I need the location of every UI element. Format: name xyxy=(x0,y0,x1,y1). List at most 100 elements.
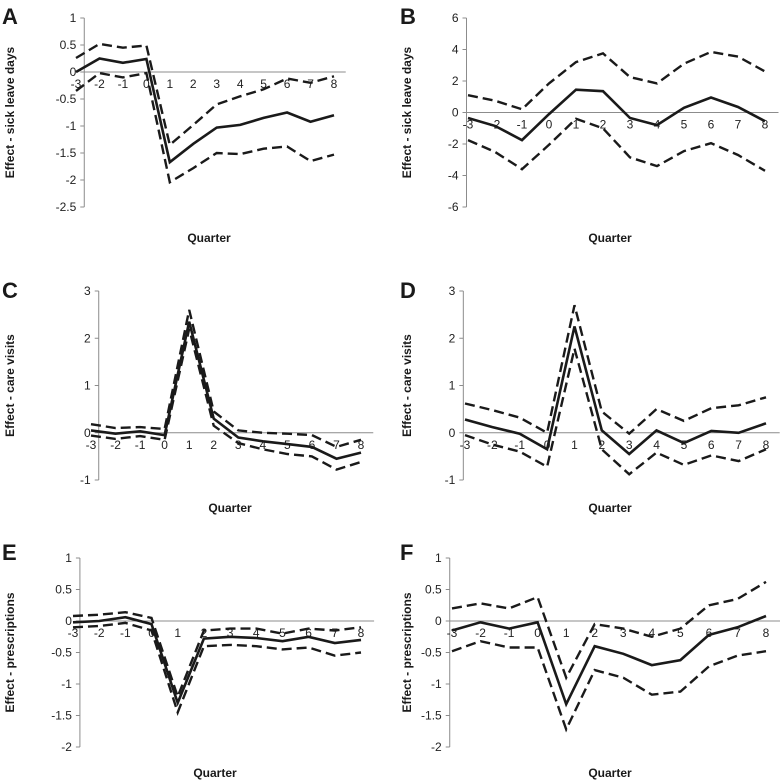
x-tick-label: -2 xyxy=(490,118,501,132)
series-line-estimate xyxy=(467,88,766,142)
y-tick-label: -1 xyxy=(445,473,456,487)
series-line-estimate xyxy=(464,326,767,456)
series-line-upper xyxy=(451,580,767,681)
x-tick-label: 8 xyxy=(763,626,770,640)
x-axis-label: Quarter xyxy=(588,766,632,780)
y-tick-label: 1 xyxy=(70,11,77,25)
x-tick-label: -2 xyxy=(110,438,121,452)
x-tick-label: -1 xyxy=(135,438,146,452)
x-tick-label: 4 xyxy=(648,626,655,640)
x-tick-label: 1 xyxy=(166,77,173,91)
x-tick-label: 1 xyxy=(573,118,580,132)
y-tick-label: 1 xyxy=(435,551,442,565)
y-tick-label: 3 xyxy=(84,284,91,298)
x-tick-label: 7 xyxy=(331,626,338,640)
series-line-upper xyxy=(75,42,335,148)
x-tick-label: 8 xyxy=(763,438,770,452)
y-tick-label: 0 xyxy=(84,426,91,440)
x-tick-label: -1 xyxy=(514,438,525,452)
x-tick-label: 4 xyxy=(259,438,266,452)
y-tick-label: -0.5 xyxy=(421,646,442,660)
x-tick-label: 5 xyxy=(681,438,688,452)
series-line-lower xyxy=(72,621,362,716)
panel-b: B Effect - sick leave days 6 4 2 0 -2 -4 -6 -3 -2 -… xyxy=(400,4,779,245)
series-line-upper xyxy=(90,309,362,449)
x-axis-label: Quarter xyxy=(187,231,231,245)
x-tick-label: 5 xyxy=(260,77,267,91)
x-tick-label: 4 xyxy=(653,438,660,452)
y-tick-label: 0.5 xyxy=(425,583,442,597)
x-tick-label: 6 xyxy=(305,626,312,640)
series-line-estimate xyxy=(75,57,335,165)
y-tick-label: 3 xyxy=(449,284,456,298)
x-tick-label: -1 xyxy=(504,626,515,640)
y-tick-label: 0 xyxy=(70,65,77,79)
panel-f: F Effect - prescriptions 1 0.5 0 -0.5 -1 -1.5 -2… xyxy=(400,540,780,780)
series-line-estimate xyxy=(72,615,362,707)
x-tick-label: -1 xyxy=(120,626,131,640)
x-tick-label: -2 xyxy=(487,438,498,452)
x-tick-label: 6 xyxy=(708,118,715,132)
x-tick-label: -3 xyxy=(463,118,474,132)
y-tick-label: -1.5 xyxy=(421,709,442,723)
x-tick-label: 8 xyxy=(358,626,365,640)
x-tick-label: 8 xyxy=(358,438,365,452)
x-tick-label: 8 xyxy=(331,77,338,91)
x-tick-label: -3 xyxy=(460,438,471,452)
x-tick-label: 3 xyxy=(235,438,242,452)
x-tick-label: -3 xyxy=(86,438,97,452)
x-tick-label: 3 xyxy=(626,438,633,452)
x-tick-label: 0 xyxy=(143,77,150,91)
panel-letter: E xyxy=(2,540,17,565)
x-tick-label: -2 xyxy=(94,626,105,640)
y-tick-label: -4 xyxy=(448,169,459,183)
y-axis-label: Effect - sick leave days xyxy=(400,46,414,178)
x-tick-label: 2 xyxy=(600,118,607,132)
x-tick-label: 0 xyxy=(534,626,541,640)
y-tick-label: -1 xyxy=(61,677,72,691)
panel-e: E Effect - prescriptions 1 0.5 0 -0.5 -1 -1.5 -2… xyxy=(2,540,375,780)
x-tick-label: 3 xyxy=(627,118,634,132)
x-tick-label: 4 xyxy=(237,77,244,91)
y-tick-label: -6 xyxy=(448,200,459,214)
y-tick-label: -2 xyxy=(448,137,459,151)
y-axis-label: Effect - prescriptions xyxy=(400,592,414,712)
x-tick-label: 7 xyxy=(735,118,742,132)
y-tick-label: 0.5 xyxy=(60,38,77,52)
x-tick-label: 8 xyxy=(762,118,769,132)
panel-letter: B xyxy=(400,4,416,29)
x-tick-label: 0 xyxy=(161,438,168,452)
x-tick-label: 2 xyxy=(591,626,598,640)
y-tick-label: 6 xyxy=(452,11,459,25)
y-axis-label: Effect - care visits xyxy=(400,334,414,437)
y-tick-label: 0 xyxy=(435,614,442,628)
x-axis-label: Quarter xyxy=(588,501,632,515)
x-axis-label: Quarter xyxy=(208,501,252,515)
x-tick-label: 3 xyxy=(620,626,627,640)
x-tick-label: 7 xyxy=(735,438,742,452)
series-line-estimate xyxy=(90,321,362,461)
y-tick-label: 2 xyxy=(452,74,459,88)
x-tick-label: 6 xyxy=(706,626,713,640)
y-tick-label: 0 xyxy=(65,614,72,628)
x-tick-label: 5 xyxy=(279,626,286,640)
x-tick-label: 2 xyxy=(210,438,217,452)
x-tick-label: -2 xyxy=(475,626,486,640)
y-tick-label: 1 xyxy=(449,379,456,393)
series-line-lower xyxy=(464,348,767,476)
x-tick-label: -3 xyxy=(68,626,79,640)
x-tick-label: 0 xyxy=(546,118,553,132)
panel-letter: A xyxy=(2,4,18,29)
y-tick-label: 2 xyxy=(84,331,91,345)
y-tick-label: -1.5 xyxy=(51,709,72,723)
x-tick-label: 6 xyxy=(309,438,316,452)
y-tick-label: -0.5 xyxy=(56,92,77,106)
y-tick-label: -0.5 xyxy=(51,646,72,660)
x-tick-label: 7 xyxy=(307,77,314,91)
y-tick-label: 0.5 xyxy=(55,583,72,597)
x-axis-label: Quarter xyxy=(193,766,237,780)
y-tick-label: 0 xyxy=(449,426,456,440)
y-tick-label: 4 xyxy=(452,43,459,57)
x-tick-label: -1 xyxy=(517,118,528,132)
